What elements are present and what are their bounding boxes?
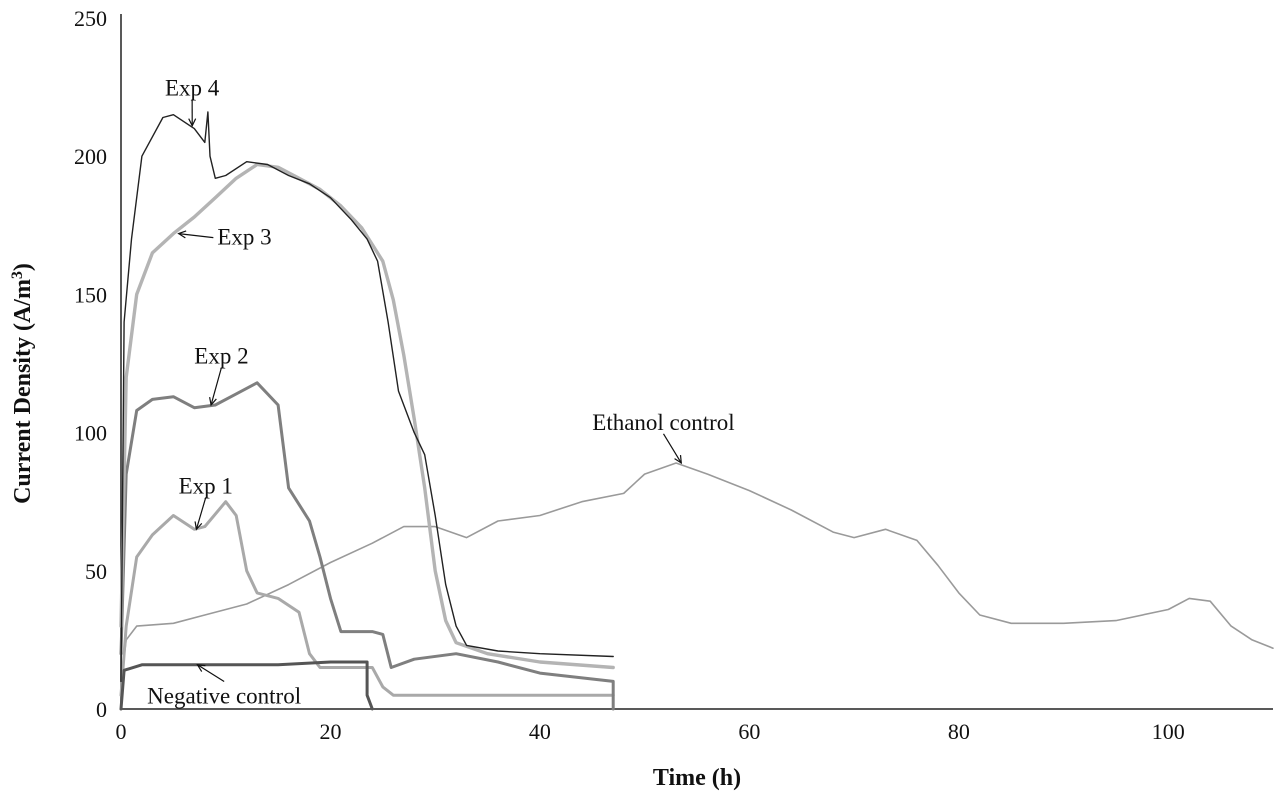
x-tick-label: 80 <box>948 719 970 744</box>
y-axis-title-main: Current Density (A/m <box>10 279 36 504</box>
x-tick-label: 100 <box>1152 719 1185 744</box>
y-axis-title: Current Density (A/m3) <box>9 263 36 504</box>
y-tick-label: 100 <box>74 421 107 446</box>
y-axis-title-sup: 3 <box>9 271 26 279</box>
annotation-label-exp-4: Exp 4 <box>165 75 220 100</box>
x-tick-label: 0 <box>116 719 127 744</box>
annotation-label-exp-3: Exp 3 <box>217 225 271 250</box>
x-axis-title: Time (h) <box>653 765 741 791</box>
series-line-ethanol-control <box>120 462 1274 683</box>
annotation-label-negative-control: Negative control <box>147 683 301 708</box>
x-tick-labels: 0 20 40 60 80 100 <box>116 719 1185 744</box>
series-line-exp-2 <box>119 381 615 711</box>
annotation-label-exp-1: Exp 1 <box>179 473 233 498</box>
series-line-exp-1 <box>119 500 615 697</box>
y-tick-label: 0 <box>96 697 107 722</box>
y-tick-label: 150 <box>74 282 107 307</box>
annotation-arrow-ethanol-control <box>662 433 683 465</box>
annotation-arrow-exp-3 <box>177 230 214 239</box>
y-axis-title-end: ) <box>10 263 36 271</box>
series-line-exp-4 <box>120 111 614 683</box>
annotation-arrow-exp-2 <box>209 367 223 407</box>
y-tick-labels: 0 50 100 150 200 250 <box>74 6 107 722</box>
annotation-arrow-exp-1 <box>194 497 207 531</box>
x-tick-label: 60 <box>738 719 760 744</box>
series-annotations: Exp 4 Exp 3 Exp 2 Exp 1 Ethanol control Negat… <box>147 75 735 708</box>
series-line-exp-3 <box>119 162 615 670</box>
x-tick-label: 40 <box>529 719 551 744</box>
annotation-arrow-exp-4 <box>188 99 197 128</box>
series-lines <box>119 111 1274 711</box>
y-tick-label: 200 <box>74 144 107 169</box>
annotation-label-exp-2: Exp 2 <box>194 344 248 369</box>
annotation-arrow-negative-control <box>196 664 225 682</box>
annotation-label-ethanol-control: Ethanol control <box>592 410 734 435</box>
y-tick-label: 250 <box>74 6 107 31</box>
series-line-negative-control <box>119 660 374 711</box>
y-tick-label: 50 <box>85 559 107 584</box>
x-tick-label: 20 <box>319 719 341 744</box>
